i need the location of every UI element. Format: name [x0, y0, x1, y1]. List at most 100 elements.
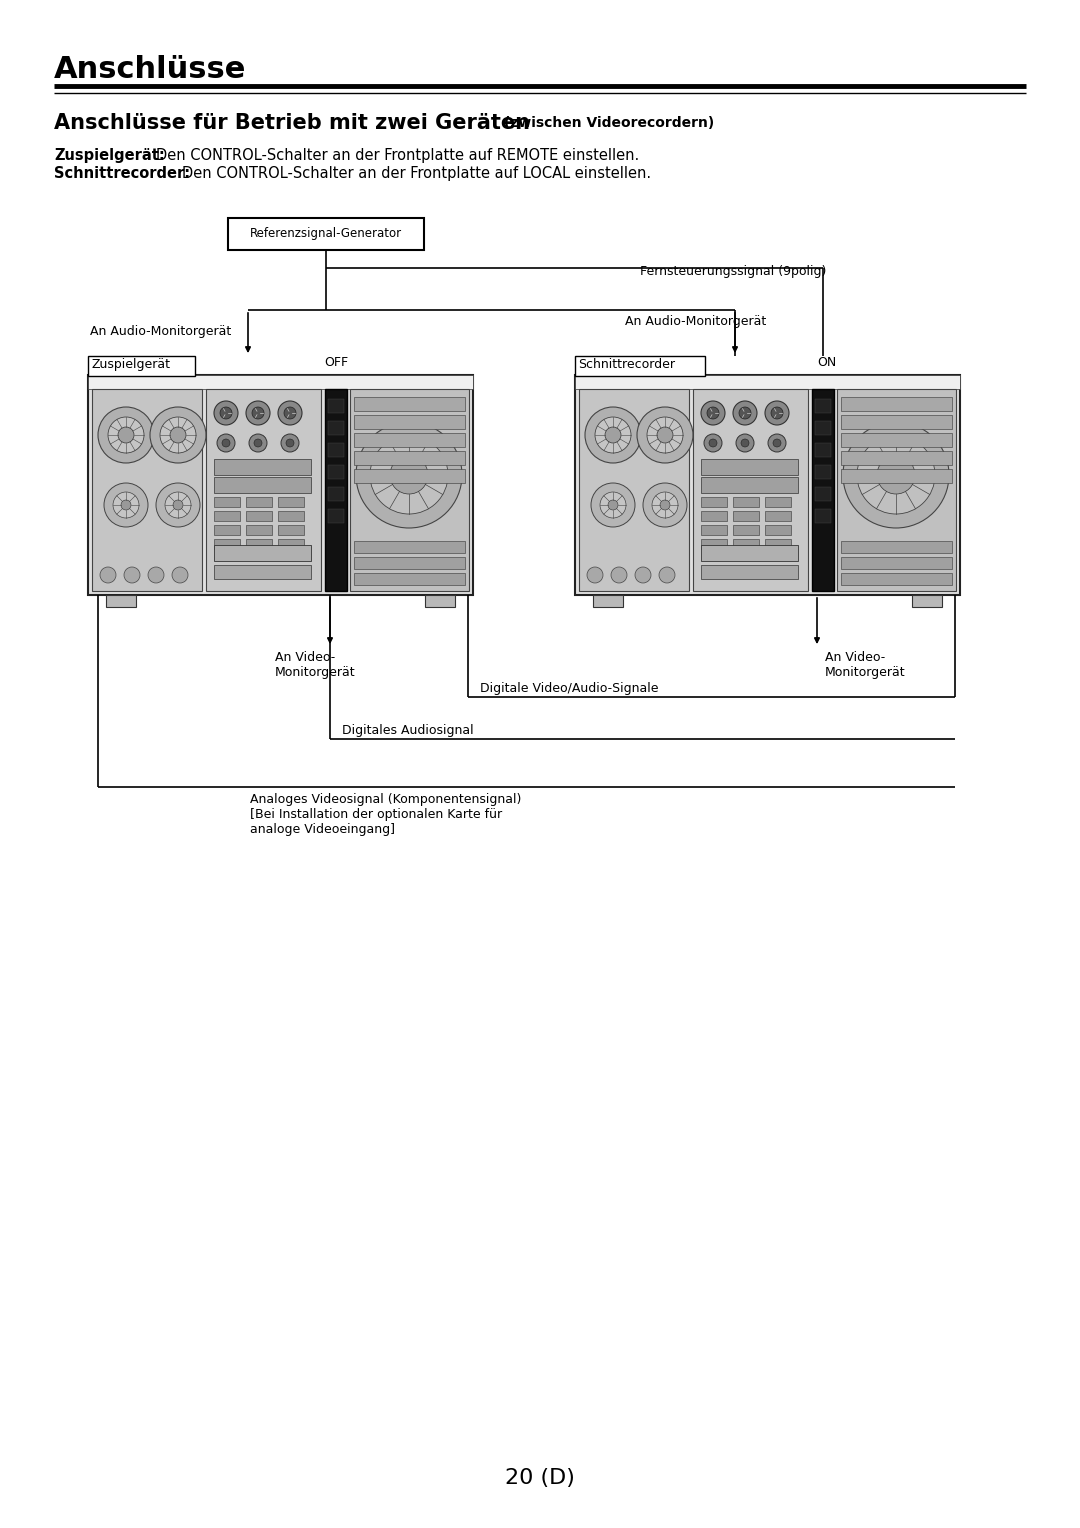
- Circle shape: [220, 406, 232, 419]
- Circle shape: [600, 492, 626, 518]
- Bar: [765, 526, 791, 535]
- Circle shape: [701, 400, 725, 425]
- Bar: [701, 458, 798, 475]
- Circle shape: [160, 417, 195, 452]
- Bar: [214, 526, 240, 535]
- Bar: [328, 443, 345, 457]
- Bar: [354, 451, 465, 465]
- Bar: [701, 510, 727, 521]
- Circle shape: [286, 439, 294, 448]
- Circle shape: [768, 434, 786, 452]
- Circle shape: [637, 406, 693, 463]
- Text: Fernsteuerungssignal (9polig): Fernsteuerungssignal (9polig): [640, 264, 826, 278]
- Bar: [733, 539, 759, 549]
- Text: An Audio-Monitorgerät: An Audio-Monitorgerät: [90, 325, 231, 338]
- Bar: [912, 594, 942, 607]
- Bar: [815, 509, 831, 523]
- Bar: [701, 565, 798, 579]
- Bar: [733, 510, 759, 521]
- Circle shape: [608, 500, 618, 510]
- Circle shape: [657, 426, 673, 443]
- Text: Zuspielgerät:: Zuspielgerät:: [54, 148, 165, 163]
- Text: Analoges Videosignal (Komponentensignal)
[Bei Installation der optionalen Karte : Analoges Videosignal (Komponentensignal)…: [249, 793, 522, 836]
- Circle shape: [735, 434, 754, 452]
- Circle shape: [588, 567, 603, 584]
- Bar: [841, 469, 951, 483]
- Bar: [325, 390, 347, 591]
- Text: ON: ON: [816, 356, 836, 368]
- Text: 20 (D): 20 (D): [505, 1468, 575, 1488]
- Circle shape: [217, 434, 235, 452]
- Circle shape: [249, 434, 267, 452]
- Circle shape: [585, 406, 642, 463]
- Text: Anschlüsse für Betrieb mit zwei Geräten: Anschlüsse für Betrieb mit zwei Geräten: [54, 113, 530, 133]
- Bar: [206, 390, 321, 591]
- Bar: [278, 497, 303, 507]
- Bar: [328, 465, 345, 478]
- Circle shape: [390, 455, 428, 494]
- Circle shape: [104, 483, 148, 527]
- Bar: [841, 397, 951, 411]
- Bar: [841, 541, 951, 553]
- Bar: [328, 399, 345, 413]
- Bar: [354, 469, 465, 483]
- Circle shape: [595, 417, 631, 452]
- Bar: [214, 510, 240, 521]
- Bar: [87, 374, 473, 390]
- Bar: [841, 432, 951, 448]
- Text: Anschlüsse: Anschlüsse: [54, 55, 246, 84]
- Bar: [701, 539, 727, 549]
- Bar: [246, 497, 272, 507]
- Bar: [701, 477, 798, 494]
- Circle shape: [773, 439, 781, 448]
- Bar: [765, 497, 791, 507]
- Circle shape: [214, 400, 238, 425]
- Text: Digitale Video/Audio-Signale: Digitale Video/Audio-Signale: [480, 681, 659, 695]
- Bar: [87, 374, 473, 594]
- Bar: [214, 477, 311, 494]
- Bar: [701, 545, 798, 561]
- Circle shape: [100, 567, 116, 584]
- Bar: [841, 416, 951, 429]
- Circle shape: [246, 400, 270, 425]
- Bar: [815, 465, 831, 478]
- Bar: [328, 422, 345, 435]
- Bar: [214, 539, 240, 549]
- Circle shape: [858, 435, 935, 513]
- Bar: [214, 565, 311, 579]
- Circle shape: [652, 492, 678, 518]
- Bar: [733, 526, 759, 535]
- Bar: [214, 458, 311, 475]
- Bar: [354, 558, 465, 568]
- Circle shape: [252, 406, 264, 419]
- Bar: [354, 541, 465, 553]
- Circle shape: [605, 426, 621, 443]
- Circle shape: [765, 400, 789, 425]
- Circle shape: [222, 439, 230, 448]
- Bar: [328, 509, 345, 523]
- Circle shape: [877, 455, 915, 494]
- Bar: [815, 399, 831, 413]
- Circle shape: [170, 426, 186, 443]
- Bar: [354, 573, 465, 585]
- Bar: [246, 539, 272, 549]
- Circle shape: [659, 567, 675, 584]
- Circle shape: [172, 567, 188, 584]
- Circle shape: [156, 483, 200, 527]
- Circle shape: [165, 492, 191, 518]
- Circle shape: [98, 406, 154, 463]
- Circle shape: [108, 417, 144, 452]
- Text: Den CONTROL-Schalter an der Frontplatte auf REMOTE einstellen.: Den CONTROL-Schalter an der Frontplatte …: [156, 148, 639, 163]
- Circle shape: [741, 439, 750, 448]
- Circle shape: [707, 406, 719, 419]
- Circle shape: [733, 400, 757, 425]
- Bar: [426, 594, 455, 607]
- Bar: [350, 390, 469, 591]
- Bar: [106, 594, 136, 607]
- Bar: [228, 219, 424, 251]
- Text: Digitales Audiosignal: Digitales Audiosignal: [342, 724, 474, 736]
- Bar: [733, 497, 759, 507]
- Circle shape: [124, 567, 140, 584]
- Text: Den CONTROL-Schalter an der Frontplatte auf LOCAL einstellen.: Den CONTROL-Schalter an der Frontplatte …: [183, 167, 651, 180]
- Bar: [841, 558, 951, 568]
